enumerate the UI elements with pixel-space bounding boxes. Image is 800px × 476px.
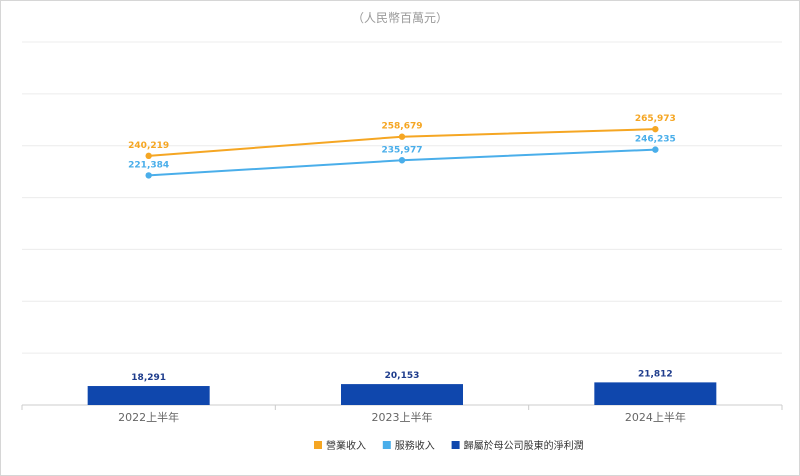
bar	[87, 386, 210, 405]
data-point	[145, 152, 152, 160]
legend-swatch	[382, 441, 391, 449]
point-data-label: 221,384	[128, 160, 169, 170]
x-axis-ticks: 2022上半年 2023上半年 2024上半年	[118, 410, 686, 424]
data-point	[398, 133, 406, 140]
legend-swatch	[451, 441, 460, 449]
point-data-label: 258,679	[382, 122, 423, 132]
x-tick-label: 2023上半年	[372, 410, 433, 424]
legend-label: 服務收入	[395, 439, 435, 452]
bar-series: 18,291 20,153 21,812	[87, 369, 717, 405]
x-tick-label: 2024上半年	[625, 410, 686, 424]
gridlines	[21, 41, 783, 410]
bar	[341, 384, 463, 405]
legend-swatch	[314, 441, 322, 449]
point-data-label: 265,973	[635, 114, 676, 124]
legend-label: 營業收入	[326, 439, 366, 452]
unit-label: （人民幣百萬元）	[352, 11, 448, 25]
point-data-label: 235,977	[382, 145, 423, 155]
x-tick-label: 2022上半年	[118, 410, 179, 424]
bar	[594, 382, 717, 405]
bar-data-label: 20,153	[385, 371, 420, 381]
bar-data-label: 18,291	[131, 373, 166, 383]
data-point	[652, 146, 659, 153]
data-point	[398, 157, 406, 164]
point-data-label: 240,219	[128, 141, 169, 151]
legend-label: 歸屬於母公司股東的淨利潤	[464, 439, 584, 452]
bar-data-label: 21,812	[638, 369, 673, 379]
line-series: 240,219 258,679 265,973 221,384 235,977 246,2…	[128, 114, 676, 179]
data-point	[145, 172, 152, 179]
data-point	[652, 125, 659, 133]
legend: 營業收入 服務收入 歸屬於母公司股東的淨利潤	[314, 439, 584, 452]
point-data-label: 246,235	[635, 135, 676, 145]
